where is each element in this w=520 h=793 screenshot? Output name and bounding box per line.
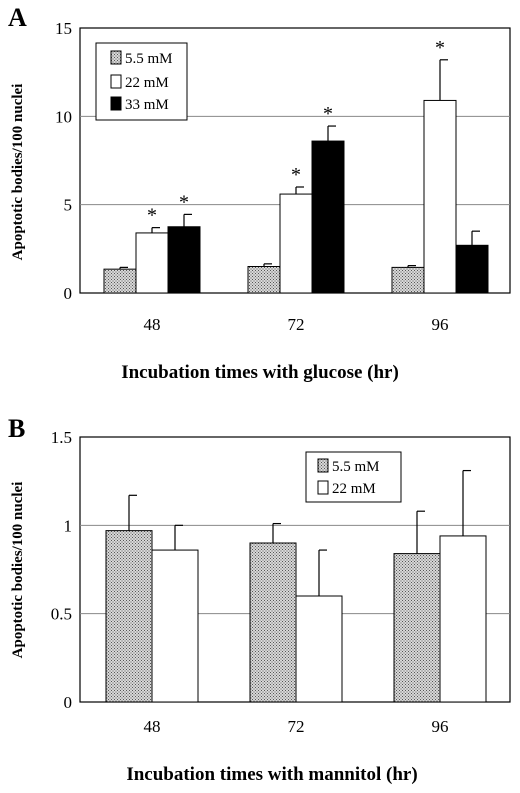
y-tick-label: 10 [55,107,72,126]
x-tick-label: 96 [432,315,449,334]
legend: 5.5 mM 22 mM [305,451,402,503]
x-axis-label: Incubation times with mannitol (hr) [126,764,417,785]
significance-marker: * [435,37,445,59]
bar [455,244,489,294]
x-tick-label: 72 [288,315,305,334]
bar [247,266,281,294]
x-tick-label: 48 [144,315,161,334]
bar [167,226,201,294]
panel-a: A Apoptotic bodies/100 nuclei Incubation… [8,3,511,383]
y-tick-label: 1 [64,516,73,535]
bar [311,140,345,294]
y-tick-label: 5 [64,196,73,215]
y-tick-label: 0 [64,693,73,712]
significance-marker: * [323,103,333,125]
panel-label: A [8,3,27,32]
bar [135,232,169,294]
significance-marker: * [291,164,301,186]
bar [279,193,313,294]
y-tick-label: 15 [55,19,72,38]
bars: * * * * * [103,37,489,294]
x-axis-label: Incubation times with glucose (hr) [121,362,399,383]
y-axis-label: Apoptotic bodies/100 nuclei [10,84,26,261]
x-tick-label: 48 [144,717,161,736]
legend-label-5-5mm: 5.5 mM [332,459,380,475]
bar [249,542,297,703]
bar [393,553,441,703]
y-tick-label: 1.5 [51,428,72,447]
legend-swatch-22mm [317,480,329,495]
bars [105,469,487,703]
bar [103,268,137,294]
legend-label-33mm: 33 mM [125,97,169,113]
bar [295,595,343,703]
panel-label: B [8,414,25,443]
legend-label-22mm: 22 mM [125,75,169,91]
significance-marker: * [147,205,157,227]
y-ticks: 0 0.5 1 1.5 [51,428,72,712]
legend-swatch-22mm [110,74,122,89]
legend-label-22mm: 22 mM [332,481,376,497]
y-ticks: 0 5 10 15 [55,19,72,303]
bar [105,530,153,703]
legend: 5.5 mM 22 mM 33 mM [95,42,188,121]
bar [423,99,457,294]
y-tick-label: 0.5 [51,605,72,624]
x-tick-label: 72 [288,717,305,736]
bar [439,535,487,703]
significance-marker: * [179,191,189,213]
x-ticks: 48 72 96 [144,717,449,736]
legend-swatch-33mm [110,96,122,111]
x-tick-label: 96 [432,717,449,736]
y-tick-label: 0 [64,284,73,303]
panel-b: B Apoptotic bodies/100 nuclei Incubation… [8,414,511,785]
y-axis-label: Apoptotic bodies/100 nuclei [10,482,26,659]
legend-swatch-5-5mm [317,458,329,473]
x-ticks: 48 72 96 [144,315,449,334]
bar [391,266,425,294]
legend-label-5-5mm: 5.5 mM [125,51,173,67]
legend-swatch-5-5mm [110,50,122,65]
bar [151,549,199,703]
